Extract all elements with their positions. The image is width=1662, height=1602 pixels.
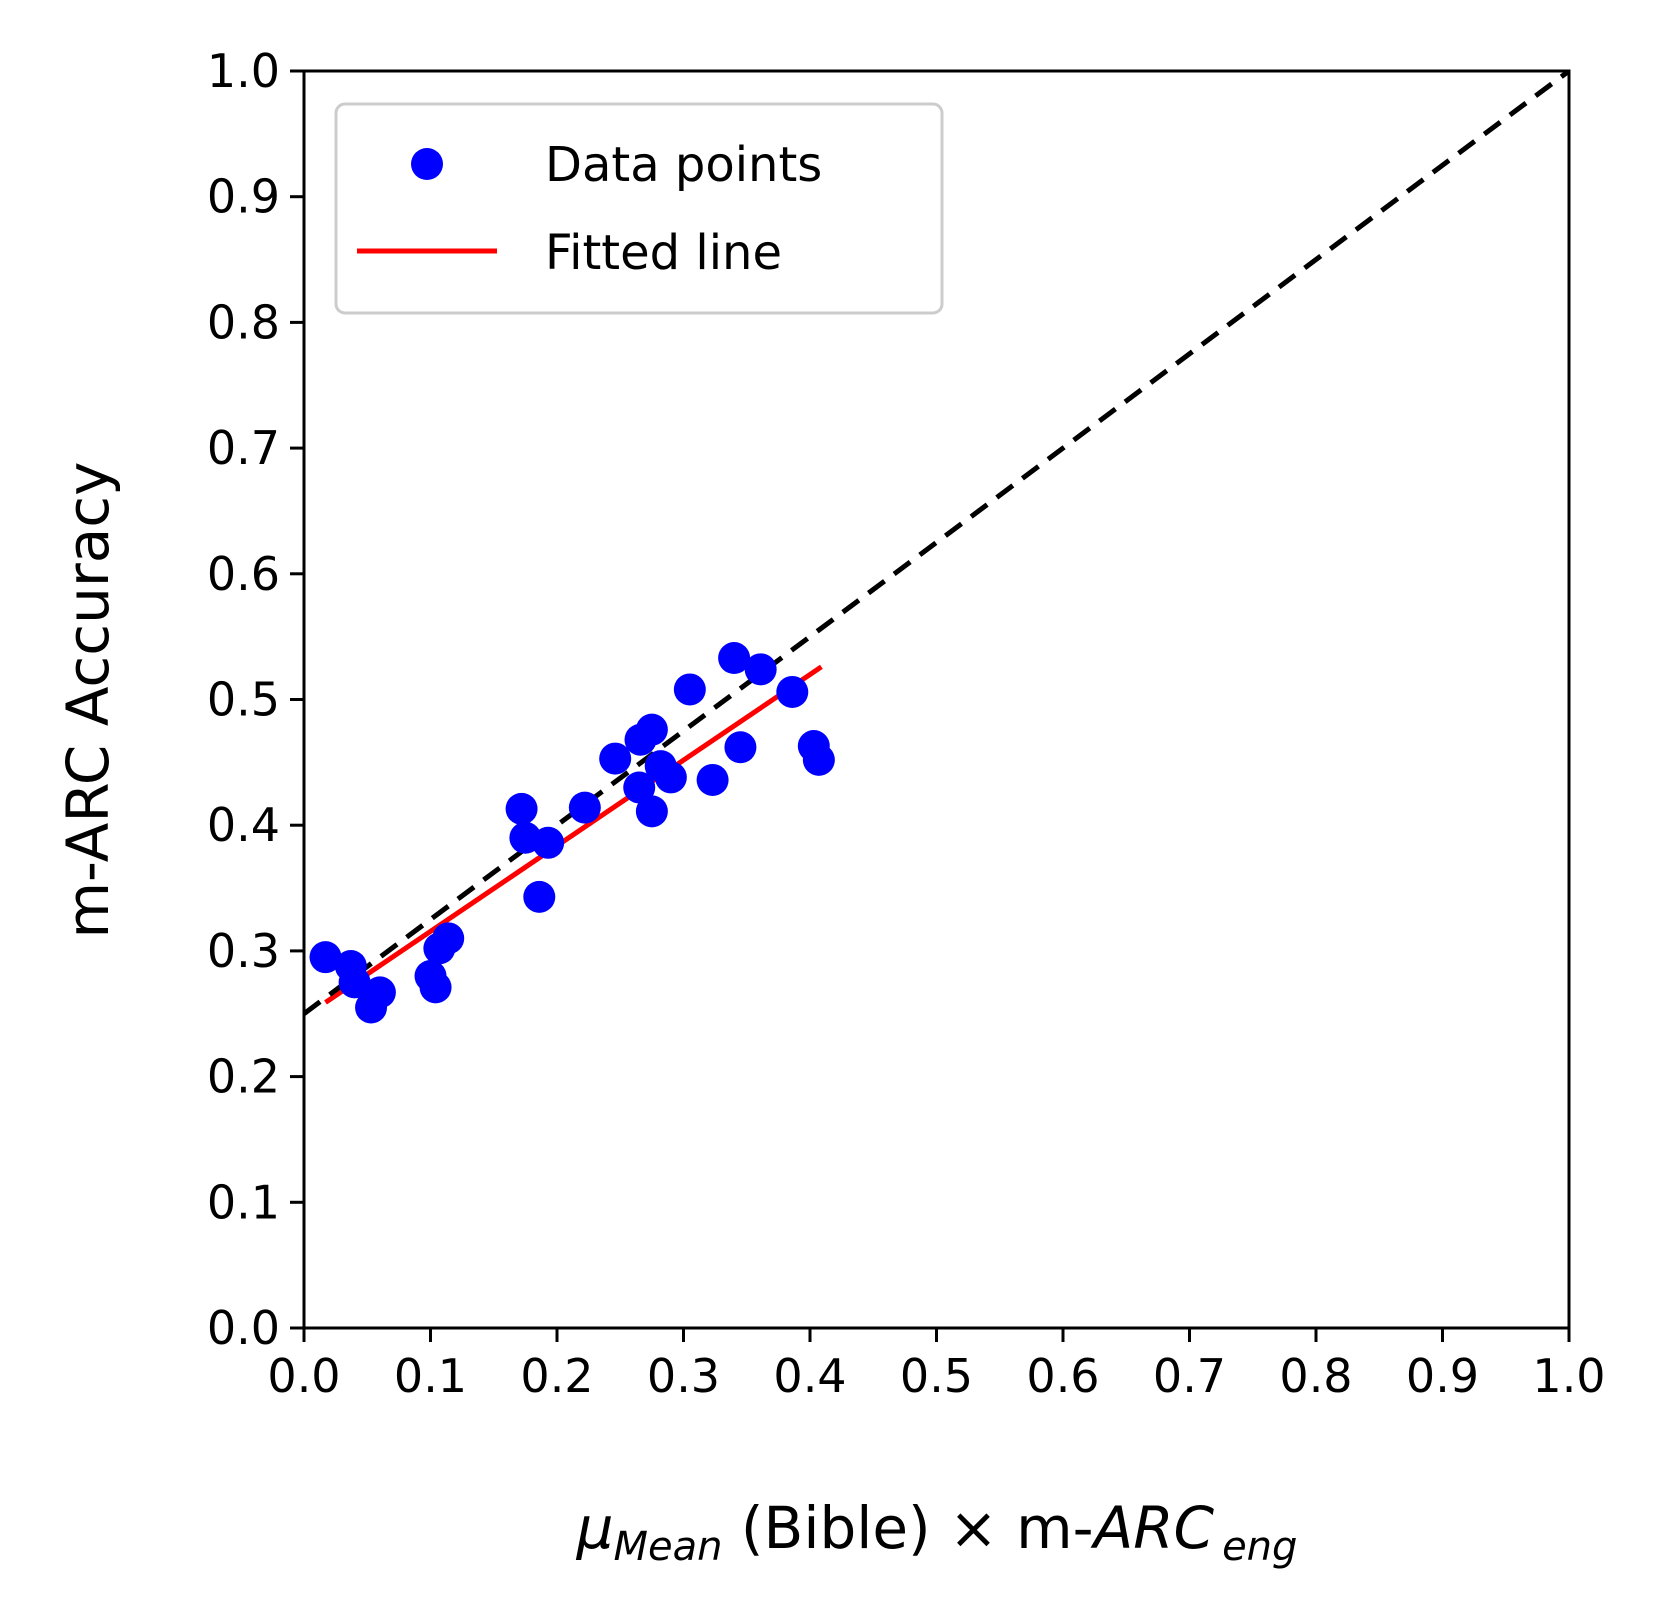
data-point — [654, 761, 687, 794]
x-tick-label: 1.0 — [1532, 1349, 1605, 1403]
x-tick-label: 0.6 — [1026, 1349, 1099, 1403]
reference-dashed-line — [304, 71, 1569, 1016]
x-label-middle: (Bible) × m- — [722, 1494, 1093, 1562]
y-tick-label: 0.8 — [207, 295, 280, 349]
x-tick-label: 0.3 — [647, 1349, 720, 1403]
data-point — [673, 673, 706, 706]
data-point — [432, 922, 465, 955]
x-tick-label: 0.8 — [1279, 1349, 1352, 1403]
legend-label-data-points: Data points — [545, 137, 822, 193]
x-label-symbol: μ — [576, 1494, 614, 1562]
y-tick-label: 0.5 — [207, 673, 280, 727]
legend-label-fitted-line: Fitted line — [545, 225, 782, 281]
lines-layer — [304, 71, 1569, 1016]
y-axis: 0.0 0.1 0.2 0.3 0.4 0.5 0.6 0.7 0.8 0.9 1.0 — [207, 44, 304, 1355]
data-point — [635, 795, 668, 828]
legend-box — [334, 102, 944, 315]
x-axis: 0.0 0.1 0.2 0.3 0.4 0.5 0.6 0.7 0.8 0.9 1.0 — [267, 1328, 1606, 1403]
plot-area — [304, 71, 1569, 1024]
y-tick-label: 0.1 — [207, 1175, 280, 1229]
legend: Data points Fitted line — [334, 102, 944, 315]
data-point — [419, 971, 452, 1004]
x-tick-label: 0.4 — [773, 1349, 846, 1403]
x-tick-label: 0.0 — [267, 1349, 340, 1403]
y-tick-label: 1.0 — [207, 44, 280, 98]
data-point — [802, 743, 835, 776]
y-axis-label: m-ARC Accuracy — [54, 462, 122, 939]
data-point — [505, 792, 538, 825]
data-point — [523, 880, 556, 913]
y-tick-label: 0.7 — [207, 421, 280, 475]
data-point — [623, 771, 656, 804]
data-point — [338, 966, 371, 999]
points-layer — [309, 642, 835, 1024]
y-tick-label: 0.2 — [207, 1050, 280, 1104]
y-tick-label: 0.9 — [207, 170, 280, 224]
data-point — [724, 731, 757, 764]
x-tick-label: 0.1 — [394, 1349, 467, 1403]
data-point — [696, 763, 729, 796]
fitted-line — [324, 664, 823, 1005]
data-point — [718, 642, 751, 675]
x-tick-label: 0.7 — [1153, 1349, 1226, 1403]
y-tick-label: 0.3 — [207, 924, 280, 978]
x-label-italic: ARC — [1090, 1494, 1215, 1562]
x-tick-label: 0.9 — [1406, 1349, 1479, 1403]
x-label-italic-subscript: eng — [1222, 1524, 1297, 1570]
y-tick-label: 0.4 — [207, 798, 280, 852]
data-point — [776, 675, 809, 708]
x-label-subscript: Mean — [613, 1524, 722, 1570]
data-point — [744, 653, 777, 686]
legend-marker-data-points — [411, 148, 443, 180]
x-axis-label: μMean (Bible) × m-ARC eng — [576, 1494, 1298, 1570]
y-tick-label: 0.6 — [207, 547, 280, 601]
data-point — [532, 826, 565, 859]
data-point — [363, 976, 396, 1009]
data-point — [635, 713, 668, 746]
y-tick-label: 0.0 — [207, 1301, 280, 1355]
x-tick-label: 0.5 — [900, 1349, 973, 1403]
data-point — [309, 941, 342, 974]
x-tick-label: 0.2 — [520, 1349, 593, 1403]
data-point — [568, 791, 601, 824]
data-point — [599, 742, 632, 775]
